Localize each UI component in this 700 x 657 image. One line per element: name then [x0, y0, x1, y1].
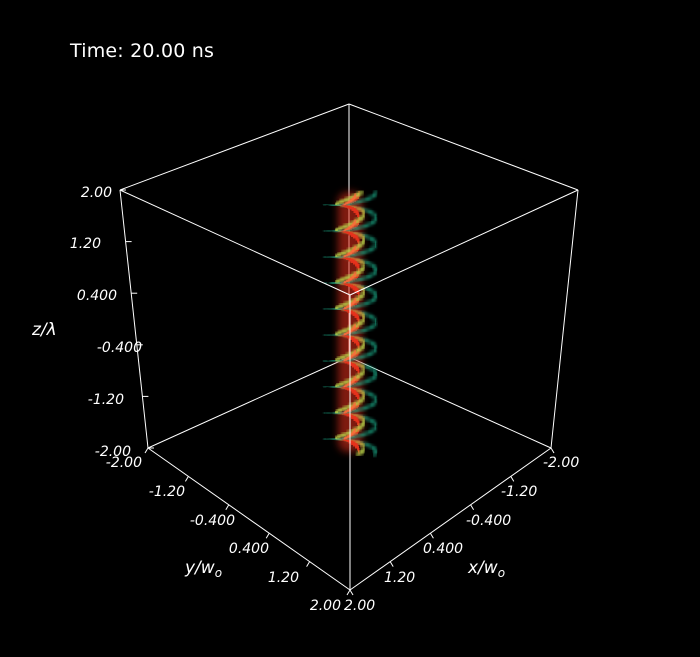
y-axis: -2.00 -1.20 -0.400 0.400 1.20 2.00 y/wo: [106, 455, 341, 614]
tick-mark: [184, 476, 189, 482]
time-label: Time: 20.00 ns: [70, 40, 215, 62]
x-axis: 2.00 1.20 0.400 -0.400 -1.20 -2.00 x/wo: [344, 455, 579, 614]
z-tick-label: -0.400: [97, 340, 142, 356]
tick-mark: [510, 476, 515, 482]
x-tick-label: -0.400: [466, 513, 511, 529]
tick-mark: [346, 589, 351, 596]
y-tick-label: 1.20: [268, 570, 299, 586]
tick-mark: [265, 532, 270, 539]
helix-segment: [333, 305, 340, 312]
y-axis-title-main: y/w: [184, 558, 215, 578]
helix-segment: [333, 253, 340, 259]
tick-mark: [349, 589, 354, 596]
tick-mark: [550, 447, 555, 454]
y-tick-label: 0.400: [229, 541, 269, 557]
x-axis-title-main: x/w: [467, 558, 498, 578]
helix-segment: [333, 227, 340, 234]
z-tick-label: 1.20: [70, 236, 101, 252]
y-tick-label: -2.00: [106, 455, 142, 471]
tick-marks: [120, 189, 555, 596]
tick-mark: [225, 504, 230, 511]
tick-mark: [470, 504, 475, 511]
helix-segment: [342, 436, 347, 441]
x-tick-label: 2.00: [344, 598, 375, 614]
z-tick-label: -1.20: [88, 392, 124, 408]
y-tick-label: 2.00: [310, 598, 341, 614]
z-axis-title: z/λ: [31, 320, 57, 340]
helix-segment: [372, 449, 378, 458]
z-tick-label: -2.00: [95, 444, 131, 460]
y-tick-label: -1.20: [149, 484, 185, 500]
tick-mark: [306, 561, 311, 567]
x-axis-title-subscript: o: [498, 566, 505, 580]
bounding-box-front: [119, 103, 579, 591]
z-tick-label: 2.00: [81, 185, 112, 201]
helix-segment: [333, 435, 340, 441]
y-axis-title-subscript: o: [215, 566, 222, 580]
x-tick-label: 0.400: [423, 541, 463, 557]
helix-segment: [333, 331, 340, 337]
helix-segment: [355, 449, 365, 458]
x-tick-label: -2.00: [543, 455, 579, 471]
x-tick-label: 1.20: [384, 570, 415, 586]
z-axis: 2.00 1.20 0.400 -0.400 -1.20 -2.00 z/λ: [31, 185, 142, 460]
tick-mark: [389, 561, 394, 567]
z-tick-label: 0.400: [77, 288, 117, 304]
helix-segment: [333, 409, 340, 416]
y-axis-title: y/wo: [184, 558, 222, 580]
tick-mark: [429, 532, 434, 539]
y-tick-label: -0.400: [190, 513, 235, 529]
x-tick-label: -1.20: [501, 484, 537, 500]
tick-mark: [144, 447, 149, 454]
x-axis-title: x/wo: [467, 558, 505, 580]
helical-beam-volume: [322, 188, 378, 458]
